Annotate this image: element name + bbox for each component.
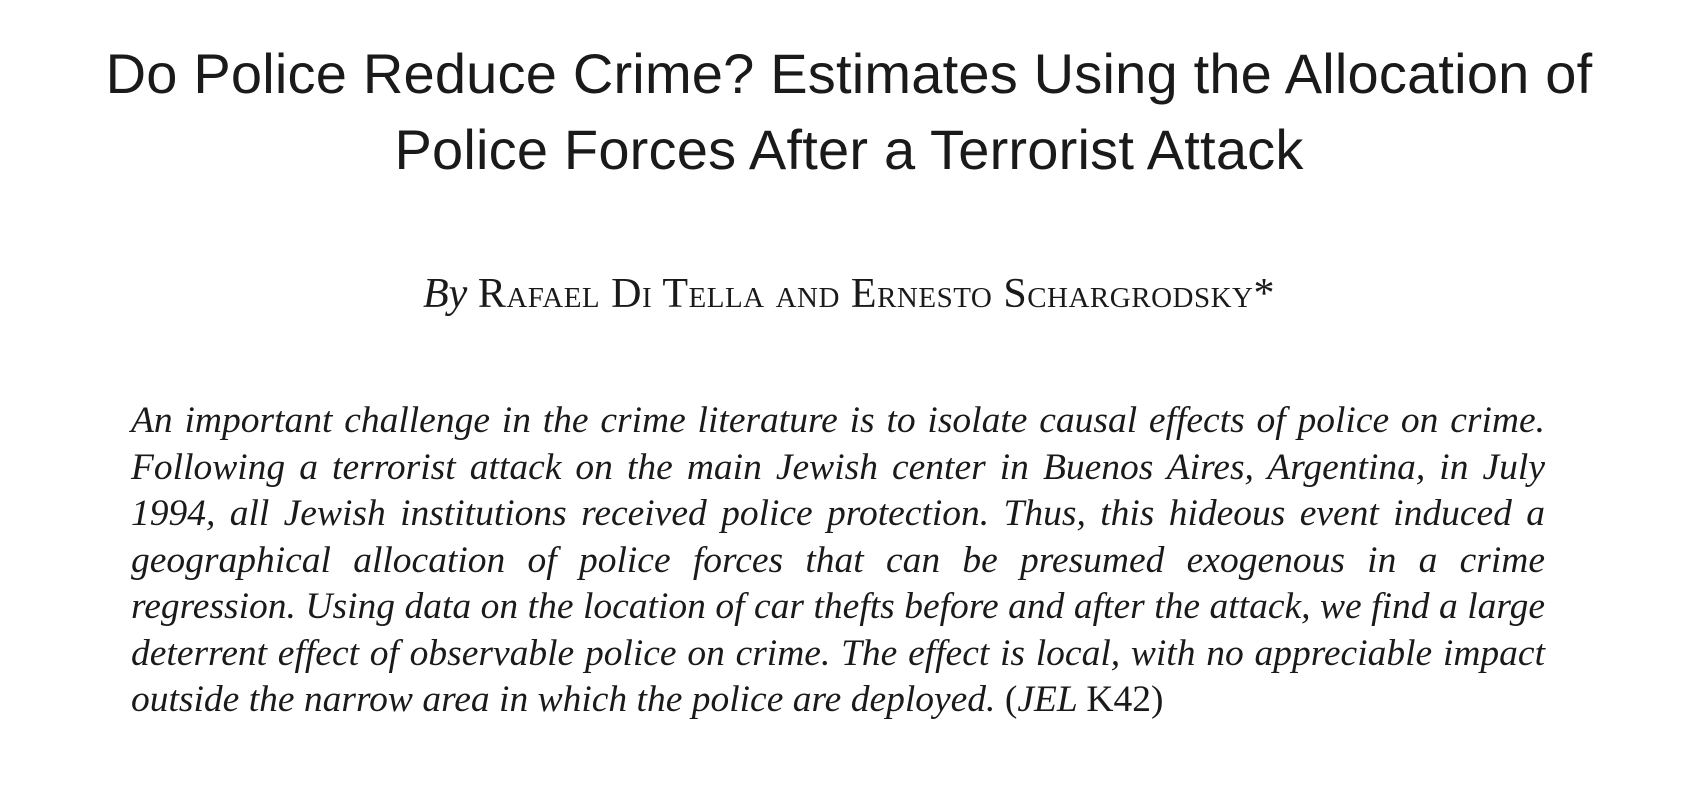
jel-code: K42 [1086, 679, 1152, 720]
paper-title: Do Police Reduce Crime? Estimates Using … [0, 36, 1698, 188]
jel-label: JEL [1017, 679, 1078, 720]
author-byline: By Rafael Di Tella and Ernesto Schargrod… [0, 268, 1698, 320]
paper-title-line-1: Do Police Reduce Crime? Estimates Using … [105, 42, 1593, 105]
jel-close-paren: ) [1151, 679, 1164, 720]
byline-by: By [423, 271, 468, 317]
author-names: Rafael Di Tella and Ernesto Schargrodsky… [477, 271, 1275, 317]
paper-title-line-2: Police Forces After a Terrorist Attack [394, 118, 1304, 181]
abstract: An important challenge in the crime lite… [131, 398, 1545, 724]
jel-open-paren: ( [1004, 679, 1018, 720]
abstract-text: An important challenge in the crime lite… [131, 400, 1545, 720]
